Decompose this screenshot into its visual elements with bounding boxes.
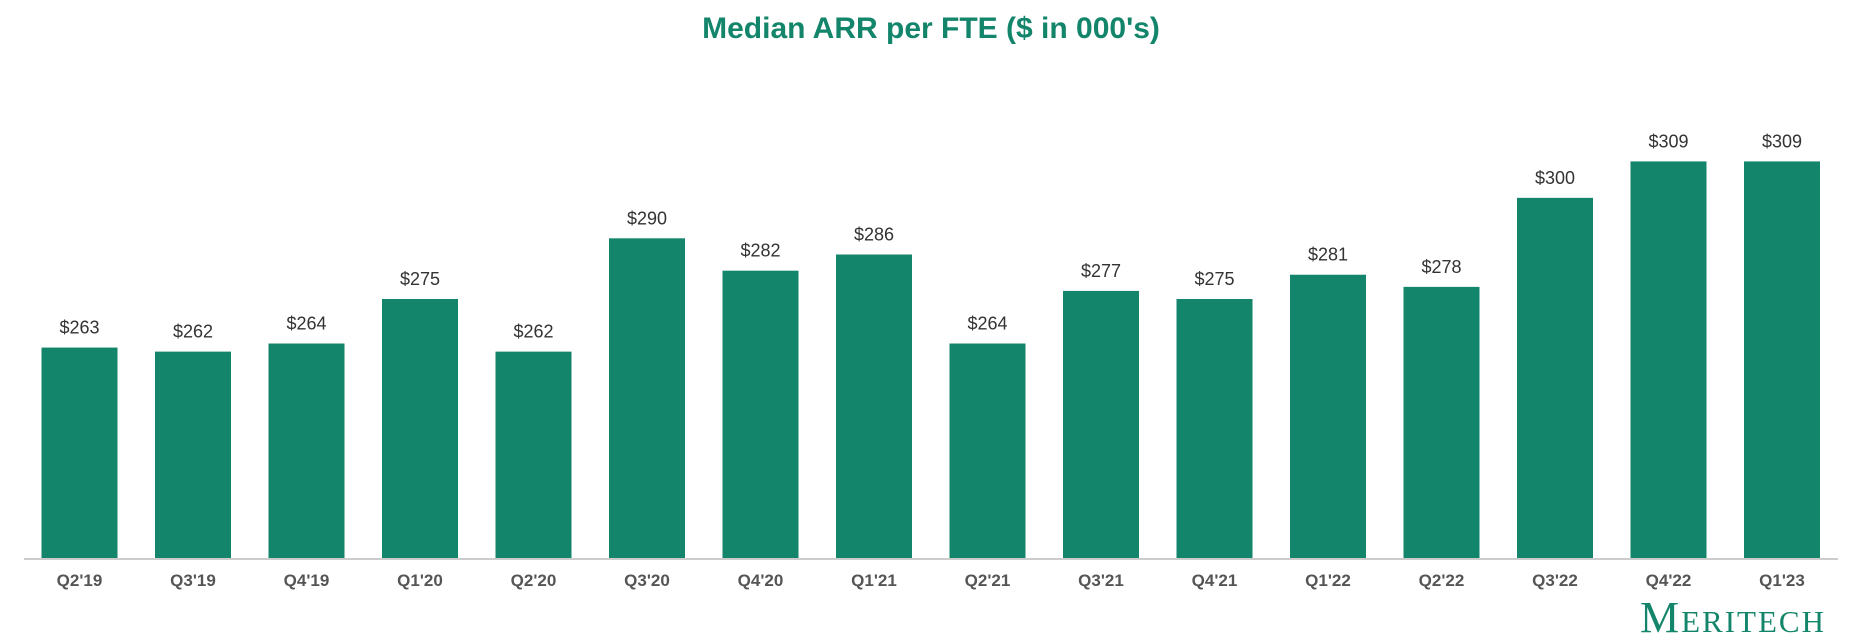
x-tick-label: Q2'20 [511, 571, 557, 590]
x-tick-label: Q1'20 [397, 571, 443, 590]
bar-Q4'19 [268, 343, 345, 558]
data-label: $275 [400, 269, 440, 289]
x-tick-label: Q3'22 [1532, 571, 1578, 590]
data-label: $262 [513, 322, 553, 342]
bar-Q2'22 [1403, 286, 1480, 558]
x-tick-label: Q2'22 [1419, 571, 1465, 590]
bar-Q3'19 [155, 351, 231, 558]
data-label: $264 [967, 314, 1007, 334]
data-label: $264 [286, 314, 326, 334]
bar-Q1'23 [1744, 161, 1820, 559]
x-tick-label: Q1'21 [851, 571, 897, 590]
data-label: $309 [1648, 131, 1688, 151]
data-label: $281 [1308, 245, 1348, 265]
data-label: $262 [173, 322, 213, 342]
bar-Q2'19 [41, 347, 118, 558]
data-label: $286 [854, 225, 894, 245]
x-tick-label: Q2'21 [965, 571, 1011, 590]
x-tick-label: Q1'23 [1759, 571, 1805, 590]
chart-title: Median ARR per FTE ($ in 000's) [702, 12, 1160, 45]
bar-Q3'21 [1063, 290, 1139, 558]
bar-Q3'22 [1517, 197, 1593, 558]
bar-Q4'22 [1630, 161, 1707, 559]
bar-Q4'20 [722, 270, 799, 558]
data-label: $282 [740, 241, 780, 261]
x-tick-label: Q4'19 [284, 571, 330, 590]
x-tick-label: Q1'22 [1305, 571, 1351, 590]
meritech-logo: Meritech [1640, 593, 1826, 642]
bar-Q1'21 [836, 254, 912, 558]
bar-Q2'21 [949, 343, 1026, 558]
data-label: $290 [627, 208, 667, 228]
x-tick-label: Q2'19 [57, 571, 103, 590]
bars-group [41, 161, 1820, 559]
bar-Q1'22 [1290, 274, 1366, 558]
data-label: $277 [1081, 261, 1121, 281]
data-label: $275 [1194, 269, 1234, 289]
x-tick-labels-group: Q2'19 Q3'19 Q4'19 Q1'20 Q2'20 Q3'20 Q4'20 Q1'21… [57, 571, 1805, 590]
bar-Q4'21 [1176, 299, 1253, 558]
data-label: $300 [1535, 168, 1575, 188]
x-tick-label: Q3'20 [624, 571, 670, 590]
data-label: $263 [59, 318, 99, 338]
x-tick-label: Q4'21 [1192, 571, 1238, 590]
x-tick-label: Q3'19 [170, 571, 216, 590]
bar-Q3'20 [609, 238, 685, 558]
data-label: $309 [1762, 131, 1802, 151]
bar-Q2'20 [495, 351, 572, 558]
bar-Q1'20 [382, 299, 458, 558]
x-tick-label: Q4'20 [738, 571, 784, 590]
x-tick-label: Q4'22 [1646, 571, 1692, 590]
data-label: $278 [1421, 257, 1461, 277]
x-tick-label: Q3'21 [1078, 571, 1124, 590]
value-labels-group: $263 $262 $264 $275 $262 $290 $282 $286 $264 $277… [59, 131, 1802, 341]
